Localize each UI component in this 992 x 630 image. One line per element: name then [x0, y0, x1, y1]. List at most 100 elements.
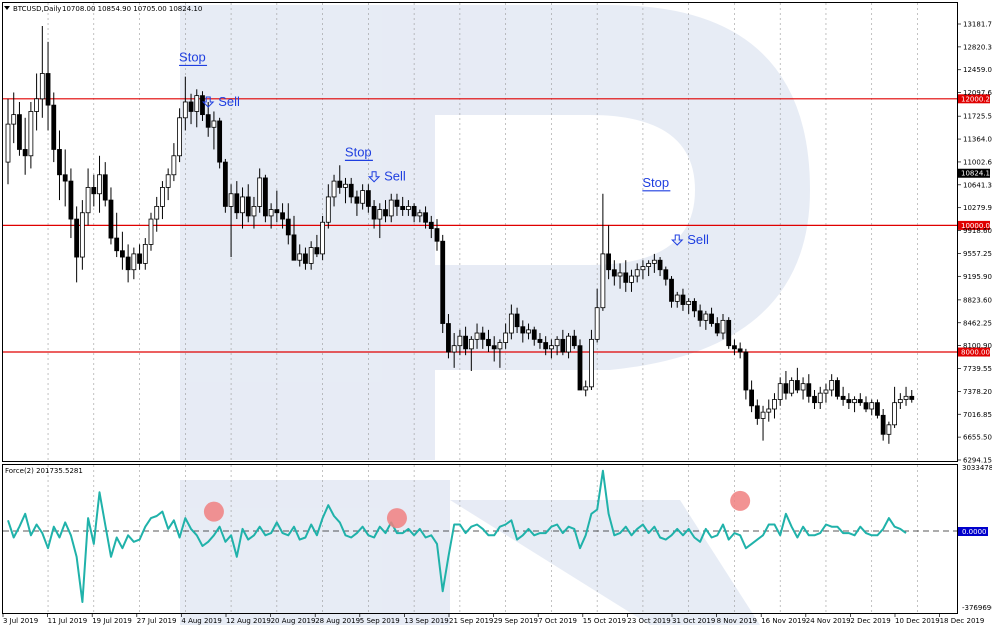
candle-bull [594, 307, 600, 340]
candle-bull [177, 117, 183, 157]
candle-bull [131, 253, 137, 271]
price-tick-label: 12459.00 [963, 66, 992, 74]
time-axis[interactable]: 3 Jul 2019 11 Jul 2019 19 Jul 2019 27 Jul 2… [2, 613, 985, 625]
indicator-bottom-label: -37696966 [962, 604, 992, 612]
candle-bear [291, 234, 297, 261]
candle-bull [79, 212, 85, 258]
candle-bear [383, 209, 388, 217]
force-line [7, 469, 907, 603]
candle-bear [840, 395, 846, 400]
candle-bull [5, 123, 11, 163]
price-tick-label: 12097.65 [963, 89, 992, 97]
candle-bull [182, 101, 188, 119]
collapse-triangle-icon[interactable] [4, 6, 10, 10]
price-tick-label: 13181.70 [963, 21, 992, 29]
candle-bear [560, 338, 566, 353]
candle-bull [583, 386, 589, 391]
candle-bull [566, 335, 571, 353]
time-tick-label: 4 Aug 2019 [181, 617, 221, 625]
candle-bear [680, 294, 686, 305]
candle-bear [709, 313, 714, 324]
candle-bear [200, 95, 205, 116]
candle-bull [11, 114, 17, 125]
candle-bull [240, 196, 245, 214]
candle-bear [91, 187, 97, 195]
candle-bear [880, 414, 886, 435]
candle-bull [468, 338, 474, 350]
candle-bear [348, 183, 354, 198]
candle-bull [154, 206, 160, 220]
candle-bull [897, 399, 903, 404]
price-tick-label: 10641.30 [963, 181, 992, 189]
time-tick-label: 20 Aug 2019 [271, 617, 316, 625]
time-tick-label: 27 Jul 2019 [137, 617, 177, 625]
time-tick-label: 21 Sep 2019 [449, 617, 493, 625]
candle-bear [812, 395, 817, 404]
candle-bull [651, 259, 657, 264]
candle-bull [629, 275, 634, 283]
time-tick-label: 3 Jul 2019 [3, 617, 38, 625]
candle-bull [800, 383, 806, 391]
candle-bear [400, 206, 406, 210]
sell-annotation: Sell [384, 169, 406, 184]
candle-bear [188, 101, 194, 112]
price-tick-label: 7739.55 [963, 365, 992, 373]
candle-bear [45, 73, 51, 106]
candle-bull [165, 174, 171, 188]
time-tick-label: 18 Dec 2019 [940, 617, 985, 625]
ohlc-readout: 10708.00 10854.90 10705.00 10824.10 [62, 5, 202, 13]
candle-bear [245, 196, 251, 217]
candle-bull [343, 183, 348, 188]
candle-bear [857, 399, 863, 404]
candle-bear [491, 345, 497, 350]
candle-bear [732, 345, 737, 350]
time-tick-label: 10 Dec 2019 [895, 617, 940, 625]
time-tick-label: 8 Nov 2019 [717, 617, 757, 625]
level-lines: 12000.26 10000.00 8000.00 10824.10 [3, 94, 992, 357]
candle-bear [102, 174, 108, 201]
candle-bull [903, 395, 909, 400]
candle-bull [85, 187, 91, 214]
candle-bear [657, 259, 663, 271]
candle-bull [405, 206, 411, 210]
price-tick-label: 8100.90 [963, 342, 992, 350]
candle-bull [325, 196, 331, 223]
price-tick-label: 11002.65 [963, 158, 992, 166]
candle-bear [743, 351, 749, 391]
candle-bull [526, 329, 531, 334]
price-tick-label: 10279.95 [963, 204, 992, 212]
candle-bull [497, 342, 503, 350]
candle-bear [697, 310, 703, 321]
time-tick-label: 31 Oct 2019 [672, 617, 715, 625]
candle-bull [142, 244, 148, 264]
candle-bull [308, 247, 314, 264]
symbol-label: BTCUSD,Daily [13, 5, 61, 13]
time-tick-label: 2 Dec 2019 [850, 617, 890, 625]
price-axis[interactable]: 13181.70 12820.35 12459.00 12097.65 11725.50… [957, 21, 992, 465]
candle-bear [611, 269, 617, 277]
candle-bear [394, 199, 400, 207]
candle-bull [39, 73, 45, 100]
candle-bear [17, 114, 22, 150]
price-tick-label: 9918.60 [963, 227, 992, 235]
candle-bear [125, 256, 131, 271]
candle-bear [669, 278, 674, 302]
candle-bull [789, 380, 795, 394]
candle-bull [589, 338, 594, 388]
candle-bear [806, 383, 812, 397]
time-tick-label: 13 Sep 2019 [404, 617, 448, 625]
candle-bull [634, 269, 640, 277]
candle-bull [331, 180, 337, 198]
price-tick-label: 9195.90 [963, 273, 992, 281]
candle-bull [388, 199, 394, 217]
level-label: 8000.00 [961, 349, 990, 357]
candle-bull [417, 212, 423, 217]
candle-bull [297, 253, 303, 261]
candle-bull [194, 95, 200, 112]
candle-bull [766, 408, 772, 413]
price-tick-label: 12820.35 [963, 43, 992, 51]
candle-bear [22, 149, 28, 157]
current-price-badge [958, 168, 990, 178]
level-badge [958, 94, 990, 104]
